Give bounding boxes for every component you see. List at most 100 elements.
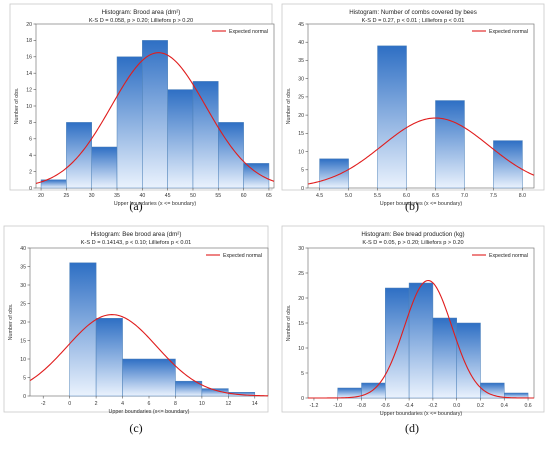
y-tick-label: 35 <box>298 58 304 64</box>
y-tick-label: 20 <box>298 296 304 302</box>
y-tick-label: 5 <box>23 375 26 381</box>
panel-caption: (d) <box>405 421 419 435</box>
x-axis-label: Upper boundaries (x <= boundary) <box>380 201 463 207</box>
y-tick-label: 30 <box>20 283 26 289</box>
x-tick-label: 0.2 <box>477 403 484 409</box>
y-tick-label: 15 <box>20 338 26 344</box>
chart-title: Histogram: Brood area (dm²) <box>102 9 181 16</box>
legend-label: Expected normal <box>489 29 528 35</box>
x-tick-label: 65 <box>266 193 272 199</box>
histogram-bar <box>319 158 349 189</box>
chart-subtitle: K-S D = 0.14143, p < 0.10; Lilliefors p … <box>81 240 192 246</box>
histogram-bar <box>167 89 194 189</box>
x-tick-label: 30 <box>89 193 95 199</box>
y-tick-label: 0 <box>29 186 32 192</box>
y-tick-label: 30 <box>298 246 304 252</box>
expected-normal-curve <box>29 314 269 397</box>
x-axis-label: Upper boundaries (x<= boundary) <box>109 409 190 415</box>
panel-caption: (a) <box>129 199 142 213</box>
x-tick-label: 12 <box>225 401 231 407</box>
x-tick-label: 0.6 <box>524 403 531 409</box>
x-tick-label: 5.5 <box>374 193 381 199</box>
chart-panel-a: Histogram: Brood area (dm²) K-S D = 0.058… <box>9 3 275 213</box>
y-tick-label: 10 <box>298 149 304 155</box>
chart-panel-c: Histogram: Bee brood area (dm²) K-S D = 0… <box>3 225 269 435</box>
y-tick-label: 12 <box>26 87 32 93</box>
chart-subtitle: K-S D = 0.058, p > 0.20; Lilliefors p > … <box>89 18 193 24</box>
histogram-bar <box>385 287 410 399</box>
y-tick-label: 10 <box>298 346 304 352</box>
histogram-bar <box>192 81 219 189</box>
expected-normal-curve <box>307 117 535 185</box>
y-tick-label: 0 <box>301 186 304 192</box>
y-tick-label: 8 <box>29 120 32 126</box>
y-tick-label: 10 <box>20 357 26 363</box>
x-tick-label: 6 <box>148 401 151 407</box>
y-axis-label: Number of obs. <box>8 304 14 341</box>
y-tick-label: 6 <box>29 137 32 143</box>
legend-label: Expected normal <box>229 29 268 35</box>
histogram-bar <box>218 122 244 189</box>
chart-panel-b: Histogram: Number of combs covered by be… <box>281 3 545 213</box>
legend-label: Expected normal <box>223 253 262 259</box>
x-tick-label: 60 <box>241 193 247 199</box>
x-tick-label: 10 <box>199 401 205 407</box>
y-tick-label: 20 <box>26 22 32 28</box>
histogram-bar <box>361 382 386 399</box>
chart-title: Histogram: Bee brood area (dm²) <box>91 231 182 238</box>
x-tick-label: 6.0 <box>403 193 410 199</box>
histogram-bar <box>435 100 465 189</box>
y-tick-label: 2 <box>29 169 32 175</box>
y-tick-label: 10 <box>26 104 32 110</box>
x-tick-label: 0.0 <box>453 403 460 409</box>
y-tick-label: 0 <box>301 396 304 402</box>
x-tick-label: 7.0 <box>461 193 468 199</box>
y-tick-label: 40 <box>298 40 304 46</box>
histogram-bar <box>95 318 123 397</box>
x-tick-label: 25 <box>63 193 69 199</box>
chart-title: Histogram: Number of combs covered by be… <box>349 9 477 16</box>
histogram-bar <box>228 392 256 397</box>
x-tick-label: 4.5 <box>316 193 323 199</box>
y-tick-label: 40 <box>20 246 26 252</box>
x-tick-label: 6.5 <box>432 193 439 199</box>
x-axis-label: Upper boundaries (x <= boundary) <box>114 201 197 207</box>
y-tick-label: 16 <box>26 55 32 61</box>
y-tick-label: 18 <box>26 38 32 44</box>
x-tick-label: 50 <box>190 193 196 199</box>
histogram-bar <box>142 40 168 189</box>
y-tick-label: 15 <box>298 131 304 137</box>
chart-panel-d: Histogram: Bee bread production (kg) K-S … <box>281 225 545 435</box>
x-tick-label: 45 <box>165 193 171 199</box>
x-tick-label: 20 <box>38 193 44 199</box>
x-tick-label: 40 <box>139 193 145 199</box>
y-tick-label: 25 <box>298 271 304 277</box>
y-tick-label: 25 <box>20 301 26 307</box>
y-axis-label: Number of obs. <box>286 88 292 125</box>
legend-label: Expected normal <box>489 253 528 259</box>
y-axis-label: Number of obs. <box>14 88 20 125</box>
x-tick-label: 8.0 <box>519 193 526 199</box>
x-tick-label: 14 <box>252 401 258 407</box>
panel-caption: (c) <box>129 421 142 435</box>
histogram-bar <box>91 146 118 189</box>
x-tick-label: 0.4 <box>501 403 508 409</box>
y-tick-label: 0 <box>23 394 26 400</box>
x-tick-label: -0.4 <box>405 403 414 409</box>
histogram-bar <box>243 163 270 189</box>
histogram-bar <box>456 322 481 399</box>
y-tick-label: 5 <box>301 168 304 174</box>
x-tick-label: 5.0 <box>345 193 352 199</box>
y-tick-label: 20 <box>298 113 304 119</box>
histogram-bar <box>493 140 523 189</box>
y-tick-label: 30 <box>298 76 304 82</box>
y-tick-label: 45 <box>298 22 304 28</box>
histogram-bar <box>408 282 434 399</box>
x-tick-label: 8 <box>174 401 177 407</box>
histogram-bar <box>122 358 176 397</box>
x-tick-label: -0.2 <box>428 403 437 409</box>
histogram-bar <box>377 45 407 189</box>
x-tick-label: 0 <box>68 401 71 407</box>
x-tick-label: -2 <box>41 401 46 407</box>
